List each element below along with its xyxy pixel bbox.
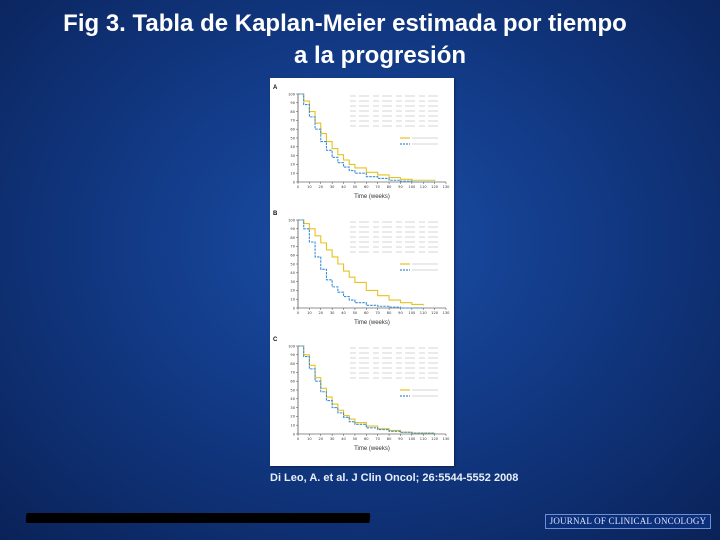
y-tick-label-A: 50 xyxy=(290,136,295,140)
panel-label-A: A xyxy=(273,85,278,91)
x-tick-label-A: 130 xyxy=(443,185,451,189)
x-tick-label-A: 120 xyxy=(431,185,439,189)
x-tick-label-A: 60 xyxy=(364,185,369,189)
y-tick-label-A: 80 xyxy=(290,110,295,114)
x-tick-label-B: 80 xyxy=(387,311,392,315)
x-tick-label-B: 120 xyxy=(431,311,439,315)
x-tick-label-B: 110 xyxy=(420,311,428,315)
x-tick-label-A: 40 xyxy=(341,185,346,189)
citation: Di Leo, A. et al. J Clin Oncol; 26:5544-… xyxy=(270,472,519,484)
x-tick-label-B: 70 xyxy=(375,311,380,315)
x-tick-label-C: 0 xyxy=(297,437,300,441)
y-tick-label-C: 40 xyxy=(290,397,295,401)
x-axis-label-A: Time (weeks) xyxy=(354,194,390,200)
y-tick-label-C: 20 xyxy=(290,415,295,419)
km-curve-B-placebo xyxy=(298,219,424,309)
x-tick-label-C: 90 xyxy=(398,437,403,441)
y-tick-label-B: 40 xyxy=(290,271,295,275)
x-tick-label-B: 0 xyxy=(297,311,300,315)
y-tick-label-B: 70 xyxy=(290,245,295,249)
y-tick-label-B: 20 xyxy=(290,289,295,293)
y-tick-label-C: 30 xyxy=(290,406,295,410)
y-tick-label-C: 0 xyxy=(293,432,296,436)
y-tick-label-A: 20 xyxy=(290,163,295,167)
x-tick-label-A: 50 xyxy=(353,185,358,189)
x-tick-label-C: 30 xyxy=(330,437,335,441)
x-tick-label-C: 10 xyxy=(307,437,312,441)
slide-title-line2: a la progresión xyxy=(293,42,467,69)
y-tick-label-B: 10 xyxy=(290,298,295,302)
km-curve-B-lapatinib xyxy=(298,219,424,306)
kaplan-meier-figure: A 0 10 20 30 40 50 60 70 80 90 100 0 10 20 30 40 50 60 70 80… xyxy=(270,78,454,466)
x-tick-label-B: 10 xyxy=(307,311,312,315)
y-tick-label-A: 100 xyxy=(288,92,296,96)
y-tick-label-C: 50 xyxy=(290,388,295,392)
y-tick-label-C: 100 xyxy=(288,344,296,348)
x-tick-label-A: 20 xyxy=(318,185,323,189)
y-tick-label-B: 80 xyxy=(290,236,295,240)
journal-banner: JOURNAL OF CLINICAL ONCOLOGY xyxy=(545,514,711,529)
x-tick-label-C: 80 xyxy=(387,437,392,441)
x-tick-label-A: 30 xyxy=(330,185,335,189)
x-tick-label-B: 90 xyxy=(398,311,403,315)
x-tick-label-C: 40 xyxy=(341,437,346,441)
x-tick-label-B: 100 xyxy=(408,311,416,315)
x-tick-label-C: 50 xyxy=(353,437,358,441)
x-tick-label-C: 60 xyxy=(364,437,369,441)
x-tick-label-C: 120 xyxy=(431,437,439,441)
x-tick-label-B: 20 xyxy=(318,311,323,315)
x-tick-label-B: 50 xyxy=(353,311,358,315)
y-tick-label-B: 60 xyxy=(290,254,295,258)
panel-label-B: B xyxy=(273,211,278,217)
x-axis-label-B: Time (weeks) xyxy=(354,320,390,326)
x-tick-label-A: 80 xyxy=(387,185,392,189)
y-tick-label-A: 60 xyxy=(290,128,295,132)
y-tick-label-A: 10 xyxy=(290,172,295,176)
y-tick-label-B: 50 xyxy=(290,262,295,266)
slide-title-line1: Fig 3. Tabla de Kaplan-Meier estimada po… xyxy=(63,10,627,37)
y-tick-label-C: 90 xyxy=(290,353,295,357)
x-tick-label-C: 70 xyxy=(375,437,380,441)
x-tick-label-A: 100 xyxy=(408,185,416,189)
y-tick-label-C: 60 xyxy=(290,380,295,384)
x-tick-label-B: 30 xyxy=(330,311,335,315)
y-tick-label-A: 40 xyxy=(290,145,295,149)
km-curve-A-placebo xyxy=(298,93,435,183)
x-tick-label-A: 110 xyxy=(420,185,428,189)
x-axis-label-C: Time (weeks) xyxy=(354,446,390,452)
x-tick-label-B: 60 xyxy=(364,311,369,315)
x-tick-label-A: 0 xyxy=(297,185,300,189)
x-tick-label-A: 10 xyxy=(307,185,312,189)
y-tick-label-B: 90 xyxy=(290,227,295,231)
y-tick-label-A: 70 xyxy=(290,119,295,123)
x-tick-label-B: 130 xyxy=(443,311,451,315)
y-tick-label-A: 30 xyxy=(290,154,295,158)
slide-title: Fig 3. Tabla de Kaplan-Meier estimada po… xyxy=(0,8,720,72)
x-tick-label-C: 20 xyxy=(318,437,323,441)
x-tick-label-B: 40 xyxy=(341,311,346,315)
x-tick-label-C: 100 xyxy=(408,437,416,441)
y-tick-label-B: 100 xyxy=(288,218,296,222)
y-tick-label-B: 0 xyxy=(293,306,296,310)
x-tick-label-C: 110 xyxy=(420,437,428,441)
x-tick-label-A: 70 xyxy=(375,185,380,189)
x-tick-label-A: 90 xyxy=(398,185,403,189)
y-tick-label-C: 70 xyxy=(290,371,295,375)
x-tick-label-C: 130 xyxy=(443,437,451,441)
y-tick-label-A: 90 xyxy=(290,101,295,105)
km-curve-C-placebo xyxy=(298,345,436,434)
panel-label-C: C xyxy=(273,337,278,343)
y-tick-label-C: 80 xyxy=(290,362,295,366)
y-tick-label-B: 30 xyxy=(290,280,295,284)
km-curve-A-lapatinib xyxy=(298,93,436,182)
km-curve-C-lapatinib xyxy=(298,345,435,434)
redacted-bar xyxy=(25,513,371,523)
y-tick-label-C: 10 xyxy=(290,424,295,428)
y-tick-label-A: 0 xyxy=(293,180,296,184)
